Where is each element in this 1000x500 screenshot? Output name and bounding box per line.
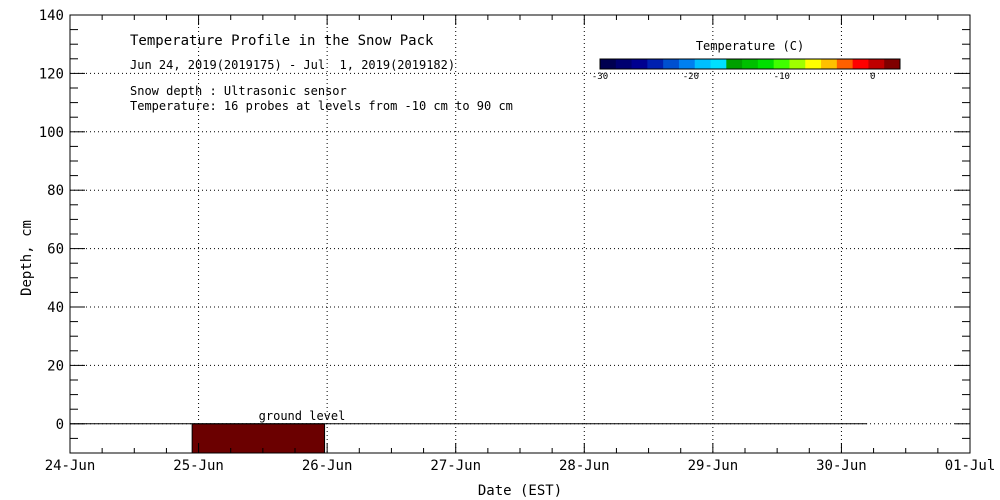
y-tick-label: 80 (47, 183, 64, 199)
x-axis-label: Date (EST) (478, 483, 562, 499)
ground-level-label: ground level (259, 409, 346, 423)
note-temperature-probes: Temperature: 16 probes at levels from -1… (130, 99, 513, 113)
grid-lines (70, 15, 970, 453)
x-tick-label: 26-Jun (302, 458, 353, 474)
colorbar-cell (805, 59, 822, 69)
colorbar-ticks: -30 -20 -10 0 (592, 72, 876, 82)
colorbar-tick-label: -20 (683, 72, 699, 82)
axis-ticks: 0 20 40 60 80 100 120 140 24-Jun 25-Jun 26-Jun 27-J… (39, 8, 996, 474)
y-tick-label: 40 (47, 300, 64, 316)
colorbar-cell (726, 59, 743, 69)
y-tick-label: 120 (39, 66, 64, 82)
colorbar-tick-label: -30 (592, 72, 608, 82)
colorbar-cells (599, 58, 901, 70)
colorbar-cell (694, 59, 712, 69)
colorbar-cell (757, 59, 775, 69)
x-tick-label: 27-Jun (430, 458, 481, 474)
y-tick-label: 20 (47, 358, 64, 374)
chart-subtitle: Jun 24, 2019(2019175) - Jul 1, 2019(2019… (130, 58, 455, 72)
x-tick-label: 30-Jun (816, 458, 867, 474)
y-axis-label: Depth, cm (19, 220, 35, 296)
x-tick-label: 01-Jul (945, 458, 996, 474)
y-tick-label: 140 (39, 8, 64, 24)
note-snow-depth: Snow depth : Ultrasonic sensor (130, 84, 347, 98)
x-tick-label: 28-Jun (559, 458, 610, 474)
colorbar-cell (868, 59, 885, 69)
colorbar-cell (600, 59, 617, 69)
colorbar-title: Temperature (C) (696, 39, 804, 53)
colorbar-cell (773, 59, 790, 69)
colorbar-cell (742, 59, 759, 69)
colorbar-cell (631, 59, 648, 69)
colorbar-border (599, 58, 901, 70)
colorbar-cell (615, 59, 633, 69)
x-tick-label: 24-Jun (45, 458, 96, 474)
colorbar-cell (821, 59, 838, 69)
data-layer (70, 423, 868, 454)
colorbar-cell (647, 59, 664, 69)
colorbar-cell (678, 59, 696, 69)
colorbar-cell (710, 59, 727, 69)
colorbar-cell (789, 59, 806, 69)
temperature-colorbar: Temperature (C) -30 -20 -10 0 (592, 39, 901, 82)
x-tick-label: 29-Jun (688, 458, 739, 474)
y-tick-label: 100 (39, 125, 64, 141)
y-tick-label: 0 (56, 417, 64, 433)
x-tick-label: 25-Jun (173, 458, 224, 474)
colorbar-cell (884, 59, 901, 69)
temperature-cell (191, 423, 326, 454)
colorbar-cell (663, 59, 680, 69)
colorbar-cell (852, 59, 869, 69)
colorbar-tick-label: -10 (774, 72, 790, 82)
plot-frame (69, 14, 971, 454)
colorbar-cell (836, 59, 854, 69)
chart-title: Temperature Profile in the Snow Pack (130, 33, 434, 49)
y-tick-label: 60 (47, 242, 64, 258)
colorbar-tick-label: 0 (870, 72, 875, 82)
